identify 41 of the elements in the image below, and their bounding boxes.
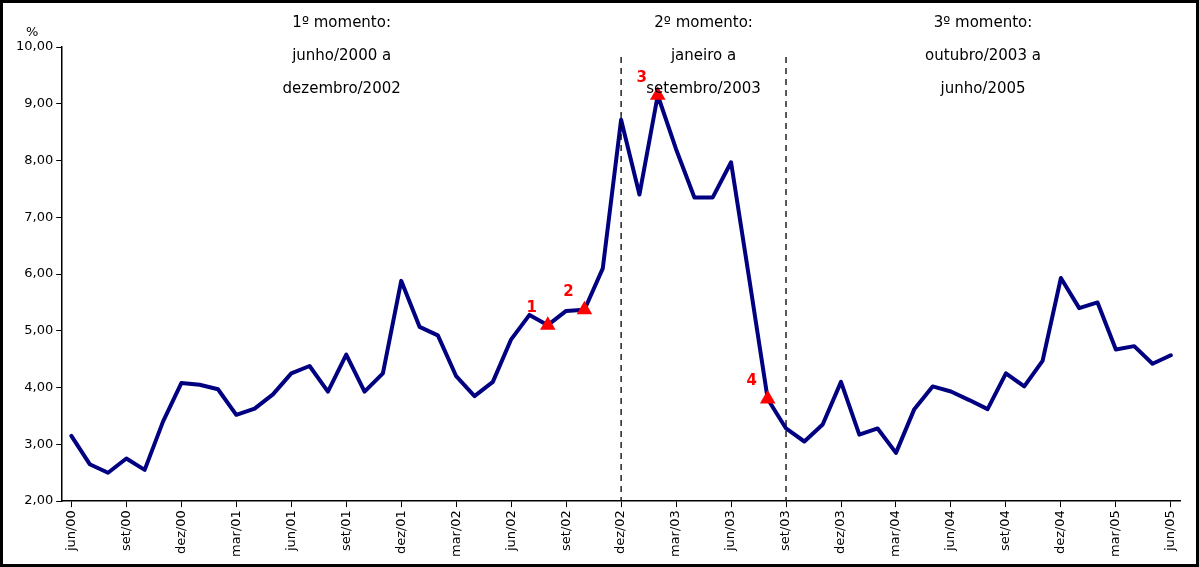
x-tick-label: mar/01 [227,510,243,558]
x-tick-label: dez/00 [172,510,188,555]
x-tick-label: jun/05 [1162,510,1178,553]
x-tick-label: set/02 [557,510,573,551]
point [540,316,556,330]
annotation: 1 [526,297,538,316]
y-tick-label: 3,00 [24,435,54,451]
x-tick-label: set/01 [337,510,353,551]
x-tick-label: jun/04 [942,510,958,553]
x-tick-label: jun/03 [722,510,738,553]
y-tick-label: 6,00 [24,265,54,281]
y-tick-label: 10,00 [16,38,54,54]
annotation: 2 [563,282,574,301]
x-tick-label: jun/01 [282,510,298,553]
x-tick-label: set/00 [117,510,133,551]
x-tick-label: set/03 [777,510,793,551]
annotation: 3º momento: outubro/2003 a junho/2005 [925,12,1041,97]
x-tick-label: dez/04 [1052,510,1068,555]
y-tick-label: 9,00 [24,95,54,111]
y-axis-title: % [26,23,39,39]
y-tick-label: 8,00 [24,151,54,167]
point [576,300,593,315]
y-tick-label: 7,00 [24,208,54,224]
x-tick-label: mar/05 [1107,510,1123,558]
annotation: 1º momento: junho/2000 a dezembro/2002 [282,12,401,97]
y-tick-label: 4,00 [24,378,54,394]
x-tick-label: set/04 [997,510,1013,551]
y-tick-label: 2,00 [24,492,54,508]
x-tick-label: dez/03 [832,510,848,555]
x-tick-label: mar/04 [887,510,903,558]
x-tick-label: jun/02 [502,510,518,553]
x-tick-label: dez/02 [612,510,628,555]
x-tick-label: mar/02 [447,510,463,558]
annotation: 3 [636,67,647,86]
x-tick-label: dez/01 [392,510,408,555]
y-tick-label: 5,00 [24,322,54,338]
x-tick-label: jun/00 [62,510,78,553]
annotation: 2º momento: janeiro a setembro/2003 [646,12,761,97]
point [759,389,776,404]
annotation: 4 [746,371,757,390]
x-tick-label: mar/03 [667,510,683,558]
